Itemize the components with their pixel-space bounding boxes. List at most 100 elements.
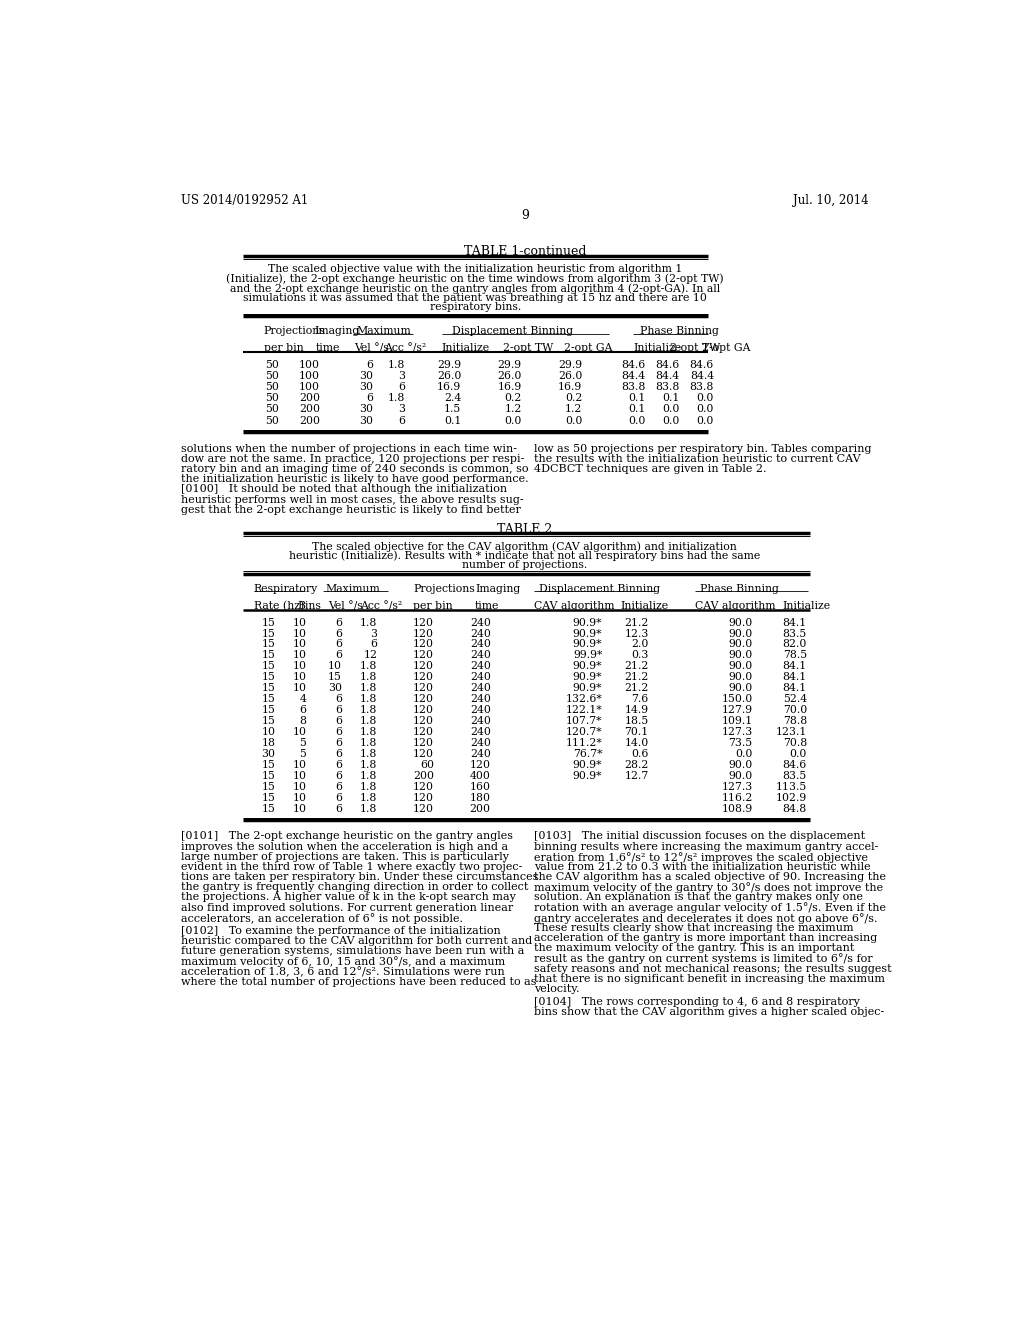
Text: 0.0: 0.0 [696, 416, 714, 425]
Text: Maximum: Maximum [356, 326, 412, 335]
Text: 12.3: 12.3 [625, 628, 649, 639]
Text: 120: 120 [413, 781, 434, 792]
Text: that there is no significant benefit in increasing the maximum: that there is no significant benefit in … [535, 974, 885, 983]
Text: tions are taken per respiratory bin. Under these circumstances: tions are taken per respiratory bin. Und… [180, 873, 538, 882]
Text: 84.1: 84.1 [782, 684, 807, 693]
Text: 70.1: 70.1 [625, 727, 649, 737]
Text: 0.1: 0.1 [443, 416, 461, 425]
Text: solutions when the number of projections in each time win-: solutions when the number of projections… [180, 444, 517, 454]
Text: 6: 6 [335, 651, 342, 660]
Text: 10: 10 [292, 727, 306, 737]
Text: 240: 240 [470, 639, 490, 649]
Text: CAV algorithm: CAV algorithm [695, 601, 776, 611]
Text: 15: 15 [261, 715, 275, 726]
Text: Jul. 10, 2014: Jul. 10, 2014 [794, 194, 869, 207]
Text: result as the gantry on current systems is limited to 6°/s for: result as the gantry on current systems … [535, 953, 872, 964]
Text: Projections: Projections [414, 583, 475, 594]
Text: 78.8: 78.8 [782, 715, 807, 726]
Text: 1.8: 1.8 [360, 618, 378, 627]
Text: 0.0: 0.0 [790, 748, 807, 759]
Text: large number of projections are taken. This is particularly: large number of projections are taken. T… [180, 851, 509, 862]
Text: 2.0: 2.0 [632, 639, 649, 649]
Text: 83.5: 83.5 [782, 771, 807, 780]
Text: 200: 200 [299, 416, 321, 425]
Text: 6: 6 [335, 628, 342, 639]
Text: gantry accelerates and decelerates it does not go above 6°/s.: gantry accelerates and decelerates it do… [535, 912, 878, 924]
Text: 3: 3 [371, 628, 378, 639]
Text: 18: 18 [261, 738, 275, 748]
Text: 28.2: 28.2 [625, 760, 649, 770]
Text: 6: 6 [335, 792, 342, 803]
Text: 113.5: 113.5 [775, 781, 807, 792]
Text: 0.2: 0.2 [505, 393, 521, 403]
Text: maximum velocity of 6, 10, 15 and 30°/s, and a maximum: maximum velocity of 6, 10, 15 and 30°/s,… [180, 957, 505, 968]
Text: 6: 6 [335, 738, 342, 748]
Text: rotation with an average angular velocity of 1.5°/s. Even if the: rotation with an average angular velocit… [535, 903, 886, 913]
Text: The scaled objective value with the initialization heuristic from algorithm 1: The scaled objective value with the init… [268, 264, 682, 273]
Text: 2-opt TW: 2-opt TW [671, 343, 721, 352]
Text: 84.6: 84.6 [782, 760, 807, 770]
Text: 90.9*: 90.9* [572, 618, 602, 627]
Text: 10: 10 [328, 661, 342, 672]
Text: 160: 160 [470, 781, 490, 792]
Text: 50: 50 [265, 381, 280, 392]
Text: 84.1: 84.1 [782, 661, 807, 672]
Text: 120: 120 [413, 639, 434, 649]
Text: 30: 30 [358, 404, 373, 414]
Text: 240: 240 [470, 705, 490, 715]
Text: 15: 15 [261, 618, 275, 627]
Text: 0.0: 0.0 [505, 416, 521, 425]
Text: 150.0: 150.0 [721, 694, 753, 704]
Text: 120: 120 [413, 661, 434, 672]
Text: 15: 15 [261, 705, 275, 715]
Text: 120: 120 [413, 672, 434, 682]
Text: 1.8: 1.8 [360, 804, 378, 813]
Text: 100: 100 [299, 381, 321, 392]
Text: 200: 200 [299, 404, 321, 414]
Text: 15: 15 [261, 651, 275, 660]
Text: 6: 6 [335, 727, 342, 737]
Text: 15: 15 [261, 639, 275, 649]
Text: 0.0: 0.0 [735, 748, 753, 759]
Text: 1.8: 1.8 [388, 393, 406, 403]
Text: 0.1: 0.1 [663, 393, 680, 403]
Text: Respiratory: Respiratory [254, 583, 317, 594]
Text: improves the solution when the acceleration is high and a: improves the solution when the accelerat… [180, 842, 508, 851]
Text: 15: 15 [261, 804, 275, 813]
Text: 15: 15 [261, 628, 275, 639]
Text: 29.9: 29.9 [558, 360, 583, 370]
Text: and the 2-opt exchange heuristic on the gantry angles from algorithm 4 (2-opt-GA: and the 2-opt exchange heuristic on the … [230, 284, 720, 294]
Text: 1.8: 1.8 [360, 727, 378, 737]
Text: 60: 60 [420, 760, 434, 770]
Text: 120.7*: 120.7* [565, 727, 602, 737]
Text: 240: 240 [470, 651, 490, 660]
Text: 4DCBCT techniques are given in Table 2.: 4DCBCT techniques are given in Table 2. [535, 465, 767, 474]
Text: 120: 120 [470, 760, 490, 770]
Text: 123.1: 123.1 [775, 727, 807, 737]
Text: (Initialize), the 2-opt exchange heuristic on the time windows from algorithm 3 : (Initialize), the 2-opt exchange heurist… [226, 273, 724, 284]
Text: 7.6: 7.6 [632, 694, 649, 704]
Text: 5: 5 [299, 748, 306, 759]
Text: 120: 120 [413, 792, 434, 803]
Text: binning results where increasing the maximum gantry accel-: binning results where increasing the max… [535, 842, 879, 851]
Text: 10: 10 [292, 771, 306, 780]
Text: 6: 6 [335, 618, 342, 627]
Text: 4: 4 [299, 694, 306, 704]
Text: 200: 200 [299, 393, 321, 403]
Text: 10: 10 [292, 792, 306, 803]
Text: 84.1: 84.1 [782, 618, 807, 627]
Text: These results clearly show that increasing the maximum: These results clearly show that increasi… [535, 923, 854, 933]
Text: the maximum velocity of the gantry. This is an important: the maximum velocity of the gantry. This… [535, 944, 854, 953]
Text: 1.2: 1.2 [565, 404, 583, 414]
Text: 50: 50 [265, 393, 280, 403]
Text: Phase Binning: Phase Binning [640, 326, 719, 335]
Text: 127.9: 127.9 [722, 705, 753, 715]
Text: 240: 240 [470, 618, 490, 627]
Text: 21.2: 21.2 [625, 672, 649, 682]
Text: 0.3: 0.3 [632, 651, 649, 660]
Text: 6: 6 [371, 639, 378, 649]
Text: 0.2: 0.2 [565, 393, 583, 403]
Text: 10: 10 [292, 672, 306, 682]
Text: 0.0: 0.0 [629, 416, 646, 425]
Text: 200: 200 [470, 804, 490, 813]
